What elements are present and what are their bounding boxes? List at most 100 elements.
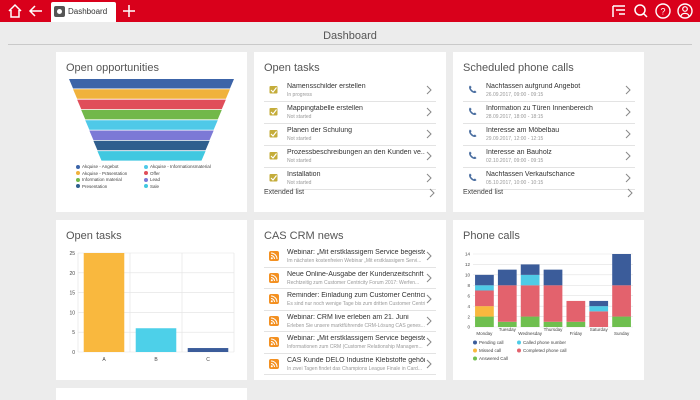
news-description: Erleben Sie unsere marktführende CRM-Lös… — [287, 322, 425, 329]
stacked-bar-segment[interactable] — [475, 306, 494, 317]
x-tick-label: Wednesday — [518, 331, 542, 336]
x-tick-label: Saturday — [590, 327, 609, 332]
legend-label: Offer — [150, 170, 160, 176]
chevron-right-icon[interactable] — [425, 337, 433, 347]
rss-icon — [269, 272, 279, 283]
news-row[interactable]: Webinar: „Mit erstklassigem Service bege… — [264, 246, 436, 268]
legend-dot-icon — [144, 164, 148, 169]
task-row[interactable]: Prozessbeschreibungen an den Kunden ve..… — [264, 146, 436, 168]
stacked-bar-segment[interactable] — [520, 316, 540, 327]
stacked-bar-segment[interactable] — [612, 285, 631, 317]
extended-list-link[interactable]: Extended list — [264, 189, 305, 196]
chevron-right-icon[interactable] — [425, 273, 433, 283]
legend-dot-icon — [473, 340, 477, 345]
stacked-bar-segment[interactable] — [612, 316, 631, 327]
chevron-right-icon[interactable] — [624, 85, 632, 95]
task-title: Mappingtabelle erstellen — [287, 105, 363, 112]
stacked-bar-segment[interactable] — [475, 274, 494, 286]
funnel-segment — [77, 99, 226, 110]
tab-dashboard[interactable]: Dashboard — [51, 2, 116, 22]
scheduled-call-row[interactable]: Information zu Türen Innenbereich 28.09.… — [463, 102, 635, 124]
chevron-right-icon[interactable] — [624, 173, 632, 183]
user-icon[interactable] — [676, 2, 694, 20]
stacked-bar-segment[interactable] — [612, 254, 631, 286]
card-title: CAS CRM news — [264, 230, 344, 242]
rss-icon — [269, 251, 279, 261]
chevron-right-icon[interactable] — [425, 359, 433, 369]
chevron-right-icon[interactable] — [624, 107, 632, 117]
news-description: Es sind nur noch wenige Tage bis zum dri… — [287, 301, 425, 307]
stacked-bar-segment[interactable] — [475, 290, 494, 307]
stacked-bar-segment[interactable] — [543, 285, 563, 322]
stacked-bar-segment[interactable] — [589, 300, 609, 307]
stacked-bar-segment[interactable] — [475, 316, 494, 327]
chevron-right-icon[interactable] — [425, 173, 433, 183]
open-tasks-list-card: Open tasks Namensschilder erstellen In p… — [254, 52, 446, 212]
rss-icon — [269, 315, 279, 326]
task-clipboard-icon — [269, 86, 278, 94]
scheduled-call-row[interactable]: Interesse am Möbelbau 29.09.2017, 12:00 … — [463, 124, 635, 146]
chevron-right-icon[interactable] — [425, 107, 433, 117]
scheduled-call-row[interactable]: Interesse an Bauholz 02.10.2017, 09:00 -… — [463, 146, 635, 168]
news-row[interactable]: Webinar: „Mit erstklassigem Service bege… — [264, 332, 436, 354]
chevron-right-icon[interactable] — [425, 316, 433, 326]
chevron-right-icon[interactable] — [425, 251, 433, 261]
news-row[interactable]: Neue Online-Ausgabe der Kundenzeitschrif… — [264, 268, 436, 289]
call-title: Nachfassen Verkaufschance — [486, 171, 575, 178]
extended-list-link[interactable]: Extended list — [463, 189, 504, 196]
filter-icon[interactable] — [610, 2, 628, 20]
back-icon[interactable] — [27, 2, 45, 20]
news-row[interactable]: Reminder: Einladung zum Customer Centric… — [264, 289, 436, 311]
add-tab-icon[interactable] — [120, 2, 138, 20]
stacked-bar-segment[interactable] — [475, 285, 494, 291]
help-icon[interactable]: ? — [654, 2, 672, 20]
bar[interactable] — [135, 328, 177, 352]
chevron-right-icon[interactable] — [624, 151, 632, 161]
scheduled-call-row[interactable]: Nachfassen Verkaufschance 05.10.2017, 10… — [463, 168, 635, 190]
task-row[interactable]: Mappingtabelle erstellen Not started — [264, 102, 436, 124]
chevron-right-icon[interactable] — [624, 129, 632, 139]
y-tick-label: 10 — [69, 310, 75, 316]
legend-dot-icon — [144, 177, 148, 182]
stacked-bar-segment[interactable] — [520, 264, 540, 275]
legend-label: Presentation — [82, 183, 108, 189]
news-row[interactable]: CAS Kunde DELO Industrie Klebstoffe gehö… — [264, 354, 436, 375]
news-row[interactable]: Webinar: CRM live erleben am 21. Juni Er… — [264, 311, 436, 332]
stacked-bar-segment[interactable] — [497, 285, 517, 322]
stacked-bar-segment[interactable] — [497, 269, 517, 286]
phone-icon — [469, 85, 477, 94]
scheduled-call-row[interactable]: Nachfassen aufgrund Angebot 26.09.2017, … — [463, 80, 635, 102]
stacked-bar-segment[interactable] — [589, 311, 609, 327]
y-tick-label: 5 — [72, 330, 75, 336]
task-row[interactable]: Namensschilder erstellen In progress — [264, 80, 436, 102]
legend-label: Sale — [150, 183, 160, 189]
bar[interactable] — [187, 348, 229, 352]
rss-icon — [269, 294, 279, 304]
stacked-bar-segment[interactable] — [520, 274, 540, 286]
stacked-bar-segment[interactable] — [543, 321, 563, 327]
chevron-right-icon[interactable] — [428, 188, 436, 198]
call-date: 29.09.2017, 12:00 - 12:15 — [486, 136, 544, 142]
call-title: Interesse am Möbelbau — [486, 127, 560, 134]
legend-item: Akquise - Präsentation — [76, 171, 127, 176]
legend-dot-icon — [473, 348, 477, 353]
stacked-bar-segment[interactable] — [497, 321, 517, 327]
chevron-right-icon[interactable] — [425, 129, 433, 139]
chevron-right-icon[interactable] — [425, 85, 433, 95]
stacked-bar-segment[interactable] — [520, 285, 540, 317]
x-tick-label: Sunday — [614, 331, 630, 336]
task-row[interactable]: Planen der Schulung Not started — [264, 124, 436, 146]
news-description: In zwei Tagen findet das Champions Leagu… — [287, 365, 422, 372]
chevron-right-icon[interactable] — [425, 151, 433, 161]
home-icon[interactable] — [6, 2, 24, 20]
search-icon[interactable] — [632, 2, 650, 20]
stacked-bar-segment[interactable] — [543, 269, 563, 286]
task-title: Namensschilder erstellen — [287, 83, 366, 90]
chevron-right-icon[interactable] — [425, 294, 433, 304]
bar[interactable] — [83, 253, 125, 352]
stacked-bar-segment[interactable] — [589, 306, 609, 312]
stacked-bar-segment[interactable] — [566, 300, 586, 322]
task-row[interactable]: Installation Not started — [264, 168, 436, 190]
chevron-right-icon[interactable] — [626, 188, 634, 198]
stacked-bar-segment[interactable] — [566, 321, 586, 327]
